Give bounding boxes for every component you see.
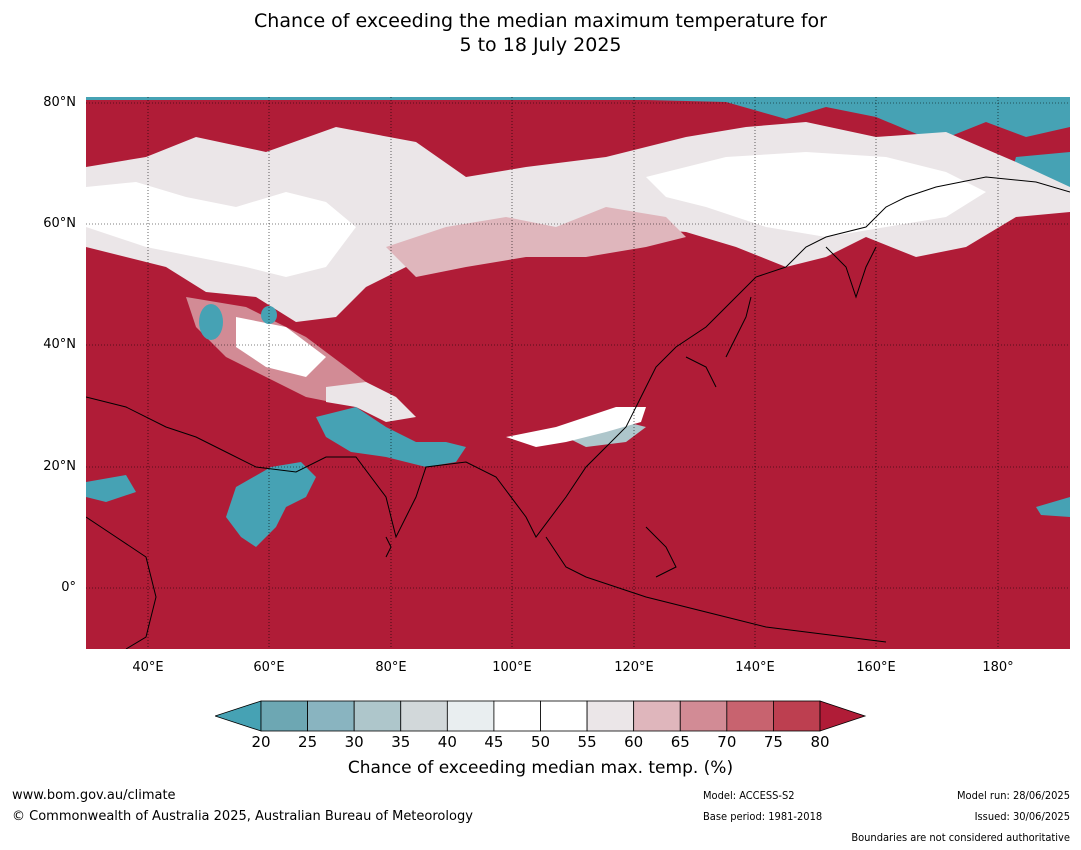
colorbar-segment [446, 700, 495, 732]
colorbar-segment [400, 700, 448, 732]
colorbar-segments [260, 700, 821, 732]
coastlines [86, 176, 1070, 649]
colorbar-under-arrow [215, 700, 262, 732]
colorbar-tick-label: 70 [717, 733, 737, 751]
lat-label-60n: 60°N [43, 216, 76, 231]
colorbar [215, 700, 867, 732]
south-china-teal [556, 422, 646, 447]
colorbar-tick-label: 30 [344, 733, 364, 751]
lon-label-140e: 140°E [735, 660, 775, 675]
east-siberia-white-core [646, 152, 986, 237]
colorbar-tick-label: 50 [530, 733, 551, 751]
colorbar-tick-label: 35 [391, 733, 411, 751]
probability-map [86, 97, 1070, 649]
central-asia-white [236, 317, 326, 377]
footer-base-period: Base period: 1981-2018 [703, 810, 823, 823]
lon-label-60e: 60°E [253, 660, 285, 675]
aral-teal [261, 306, 277, 324]
lon-label-80e: 80°E [375, 660, 407, 675]
lon-label-40e: 40°E [132, 660, 164, 675]
colorbar-tick-label: 25 [298, 733, 318, 751]
colorbar-tick-label: 80 [810, 733, 830, 751]
colorbar-tick-label: 20 [251, 733, 271, 751]
colorbar-segment [260, 700, 308, 732]
map-title-line1: Chance of exceeding the median maximum t… [254, 10, 827, 32]
colorbar-tick-label: 65 [670, 733, 690, 751]
footer-model-run: Model run: 28/06/2025 [957, 789, 1070, 802]
south-china-white [506, 407, 646, 447]
arabian-sea-teal [226, 462, 316, 547]
map-title-line2: 5 to 18 July 2025 [459, 34, 622, 56]
footer-copyright: © Commonwealth of Australia 2025, Austra… [12, 809, 473, 824]
colorbar-tick-label: 40 [437, 733, 457, 751]
lon-label-120e: 120°E [614, 660, 654, 675]
colorbar-segment [773, 700, 821, 732]
lon-label-160e: 160°E [856, 660, 896, 675]
siberia-pink-band [386, 207, 686, 277]
colorbar-over-arrow [819, 700, 867, 732]
lat-label-0: 0° [61, 580, 76, 595]
footer-model: Model: ACCESS-S2 [703, 789, 795, 802]
footer-disclaimer: Boundaries are not considered authoritat… [851, 831, 1070, 844]
colorbar-segment [726, 700, 774, 732]
colorbar-segment [633, 700, 681, 732]
colorbar-tick-label: 55 [577, 733, 597, 751]
himalaya-white-fringe [326, 382, 416, 422]
colorbar-tick-label: 60 [624, 733, 644, 751]
lon-label-180: 180° [982, 660, 1014, 675]
colorbar-segment [353, 700, 402, 732]
footer-issued: Issued: 30/06/2025 [974, 810, 1070, 823]
colorbar-tick-label: 45 [484, 733, 504, 751]
colorbar-segment [679, 700, 728, 732]
lat-label-40n: 40°N [43, 337, 76, 352]
africa-teal [86, 475, 136, 502]
pacific-teal [1036, 497, 1070, 517]
colorbar-tick-label: 75 [763, 733, 783, 751]
lon-label-100e: 100°E [492, 660, 532, 675]
colorbar-segment [307, 700, 355, 732]
colorbar-segment [493, 700, 541, 732]
colorbar-label: Chance of exceeding median max. temp. (%… [347, 758, 734, 778]
arctic-teal-region [86, 97, 1070, 142]
caspian-teal [199, 304, 223, 340]
graticule [86, 97, 1070, 649]
lat-label-20n: 20°N [43, 459, 76, 474]
lat-label-80n: 80°N [43, 95, 76, 110]
footer-website: www.bom.gov.au/climate [12, 788, 176, 803]
colorbar-segment [586, 700, 635, 732]
siberia-white-core [86, 182, 356, 277]
colorbar-segment [540, 700, 588, 732]
map-canvas [86, 97, 1070, 649]
